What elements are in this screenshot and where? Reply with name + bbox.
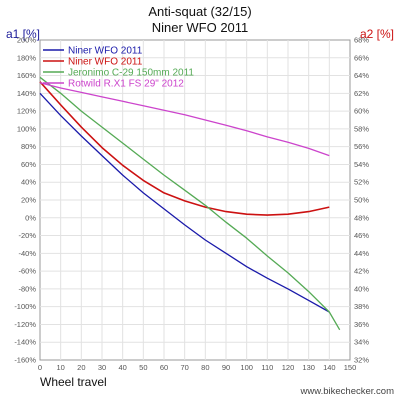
y-right-tick-label: 58% [354,124,369,133]
x-tick-label: 80 [201,363,209,372]
footer-site: www.bikechecker.com [300,386,395,397]
y-left-tick-label: -100% [14,302,36,311]
y-left-tick-label: -60% [18,267,36,276]
legend-label: Rotwild R.X1 FS 29" 2012 [68,79,184,90]
y-right-tick-label: 40% [354,284,369,293]
y-right-tick-label: 46% [354,231,369,240]
axis-ticks: 200% 180% 160% 140% 120% 100% 80% 60% 40% 20% 0% -2… [14,36,369,373]
x-tick-label: 140 [323,363,336,372]
y-right-tick-label: 66% [354,53,369,62]
x-tick-label: 30 [98,363,106,372]
y-right-tick-label: 38% [354,302,369,311]
y-right-tick-label: 56% [354,142,369,151]
x-tick-label: 120 [282,363,295,372]
series-line-4 [39,82,330,157]
legend-label: Niner WFO 2011 [68,46,143,57]
y-left-tick-label: 20% [21,196,36,205]
x-tick-label: 130 [302,363,315,372]
x-tick-label: 0 [38,363,42,372]
y-left-tick-label: 80% [21,142,36,151]
x-tick-label: 60 [160,363,168,372]
y-left-tick-label: -140% [14,338,36,347]
y-left-tick-label: 120% [17,107,37,116]
y-right-tick-label: 50% [354,196,369,205]
y-left-tick-label: 40% [21,178,36,187]
y-right-tick-label: 68% [354,36,369,45]
y-left-tick-label: 200% [17,36,37,45]
x-tick-label: 100 [240,363,253,372]
y-right-tick-label: 64% [354,71,369,80]
y-left-tick-label: 60% [21,160,36,169]
left-axis-title: a1 [%] [6,27,40,41]
y-left-tick-label: -160% [14,356,36,365]
y-right-tick-label: 52% [354,178,369,187]
y-right-tick-label: 54% [354,160,369,169]
chart-title: Anti-squat (32/15) [148,4,251,19]
y-left-tick-label: 0% [25,213,36,222]
x-tick-label: 40 [118,363,126,372]
series-line-2 [39,81,330,216]
x-tick-label: 150 [344,363,357,372]
y-left-tick-label: 140% [17,89,37,98]
x-tick-label: 110 [261,363,273,372]
y-right-tick-label: 36% [354,320,369,329]
y-left-tick-label: -20% [18,231,36,240]
y-left-tick-label: -80% [18,284,36,293]
chart-subtitle: Niner WFO 2011 [152,20,249,35]
series-line-1 [39,92,330,313]
y-left-tick-label: -40% [18,249,36,258]
x-tick-label: 70 [180,363,188,372]
y-right-tick-label: 44% [354,249,369,258]
y-right-tick-label: 32% [354,356,369,365]
x-tick-label: 10 [56,363,64,372]
y-left-tick-label: 100% [17,124,37,133]
grid-lines [40,40,350,360]
y-left-tick-label: -120% [14,320,36,329]
y-right-tick-label: 60% [354,107,369,116]
legend-label: Jeronimo C-29 150mm 2011 [68,68,194,79]
y-right-tick-label: 42% [354,267,369,276]
series-line-3 [39,76,341,331]
y-right-tick-label: 48% [354,213,369,222]
y-right-tick-label: 34% [354,338,369,347]
series-group [39,76,341,331]
legend-label: Niner WFO 2011 [68,57,143,68]
x-tick-label: 20 [77,363,85,372]
x-tick-label: 90 [222,363,230,372]
x-tick-label: 50 [139,363,147,372]
x-axis-title: Wheel travel [40,375,107,389]
right-axis-title: a2 [%] [360,27,394,41]
y-right-tick-label: 62% [354,89,369,98]
y-left-tick-label: 180% [17,53,37,62]
y-left-tick-label: 160% [17,71,37,80]
